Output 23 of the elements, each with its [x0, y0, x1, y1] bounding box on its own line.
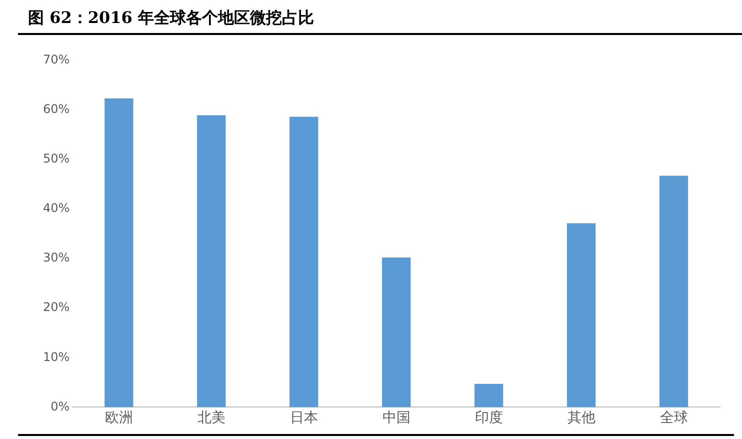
x-tick-label: 日本 — [290, 410, 318, 426]
bar — [659, 176, 688, 408]
x-tick-label: 中国 — [382, 410, 410, 426]
bar — [382, 257, 411, 408]
x-tick-label: 北美 — [197, 410, 226, 426]
bar — [566, 223, 596, 408]
y-tick-label: 50% — [43, 151, 70, 166]
y-tick-label: 10% — [43, 350, 70, 364]
y-tick-label: 20% — [43, 300, 70, 314]
x-tick-label: 印度 — [474, 410, 503, 426]
bar — [474, 384, 504, 408]
y-tick-label: 40% — [43, 201, 70, 216]
chart-title: 图 62：2016 年全球各个地区微挖占比 — [18, 8, 742, 35]
bar — [290, 116, 318, 408]
x-tick-label: 全球 — [660, 410, 688, 426]
x-tick-label: 欧洲 — [104, 410, 133, 426]
y-tick-label: 60% — [43, 102, 70, 116]
x-tick-label: 其他 — [567, 410, 596, 426]
y-tick-label: 0% — [50, 399, 70, 414]
y-tick-label: 30% — [43, 250, 70, 265]
bar — [104, 98, 134, 408]
y-tick-label: 70% — [43, 52, 70, 66]
bar — [197, 115, 226, 408]
